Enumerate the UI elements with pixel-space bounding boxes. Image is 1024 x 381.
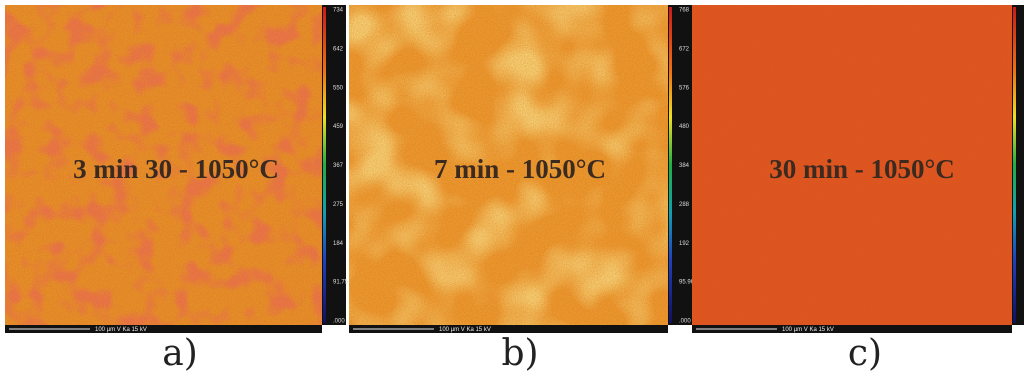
scale-text: 100 µm V Ka 15 kV [439, 327, 491, 333]
colorbar-label: 95.96 [679, 280, 695, 286]
colorbar-label: 91.75 [333, 280, 349, 286]
colorbar-label: 576 [679, 85, 690, 91]
colorbar-label: 367 [333, 163, 344, 169]
colorbar-label: 734 [333, 8, 344, 14]
colorbar-label: 275 [333, 202, 344, 208]
panel-caption: c) [848, 333, 882, 374]
overlay-label: 3 min 30 - 1050°C [73, 154, 279, 184]
overlay-label: 30 min - 1050°C [769, 154, 955, 184]
colorbar-strip [1013, 7, 1016, 323]
colorbar-label: 480 [679, 124, 690, 130]
panel-caption: b) [501, 333, 538, 374]
scale-text: 100 µm V Ka 15 kV [95, 327, 147, 333]
colorbar-label: .000 [679, 319, 691, 325]
colorbar-label: 288 [679, 202, 690, 208]
overlay-label: 7 min - 1050°C [434, 154, 606, 184]
colorbar-label: 768 [679, 8, 690, 14]
colorbar-label: 459 [333, 124, 344, 130]
scale-strip [5, 325, 322, 333]
scale-text: 100 µm V Ka 15 kV [782, 327, 834, 333]
scale-strip [692, 325, 1012, 333]
colorbar-label: 184 [333, 241, 344, 247]
panel-caption: a) [162, 333, 198, 374]
map-grain [349, 5, 668, 325]
colorbar-label: 672 [679, 46, 690, 52]
colorbar-label: 384 [679, 163, 690, 169]
colorbar-strip [323, 7, 326, 323]
colorbar-label: .000 [333, 319, 345, 325]
map-grain [692, 5, 1012, 325]
scale-strip [349, 325, 668, 333]
map-grain [5, 5, 322, 325]
colorbar-label: 550 [333, 85, 344, 91]
colorbar-label: 642 [333, 46, 344, 52]
colorbar-label: 192 [679, 241, 690, 247]
colorbar-strip [669, 7, 672, 323]
